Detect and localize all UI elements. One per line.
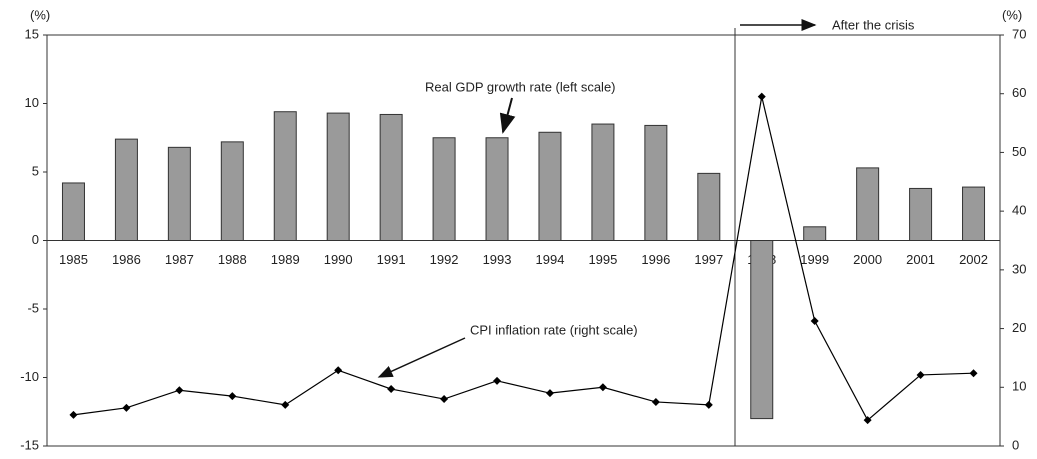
y2-tick-label: 20 — [1012, 320, 1026, 335]
y2-tick-label: 0 — [1012, 437, 1019, 452]
marker — [863, 416, 872, 425]
bar — [220, 141, 244, 241]
marker — [810, 316, 819, 325]
y2-tick-label: 50 — [1012, 144, 1026, 159]
bar — [167, 146, 191, 241]
bar — [697, 172, 721, 241]
x-tick-label: 2000 — [853, 252, 882, 267]
y-tick-label: 0 — [32, 232, 39, 247]
x-tick-label: 1988 — [218, 252, 247, 267]
y2-tick-label: 70 — [1012, 26, 1026, 41]
y-tick-label: 10 — [25, 95, 39, 110]
gdp-arrow — [499, 97, 516, 134]
bar — [909, 187, 933, 242]
y2-tick-label: 30 — [1012, 261, 1026, 276]
y-tick-label: -5 — [27, 300, 39, 315]
bar — [644, 124, 668, 241]
bar — [273, 111, 297, 241]
bar — [114, 138, 138, 241]
marker — [281, 400, 290, 409]
marker — [69, 410, 78, 419]
x-tick-label: 2001 — [906, 252, 935, 267]
marker — [651, 397, 660, 406]
gdp-annotation: Real GDP growth rate (left scale) — [425, 79, 616, 94]
cpi-arrow — [377, 337, 466, 378]
marker — [545, 389, 554, 398]
y2-unit: (%) — [1002, 7, 1022, 22]
marker — [440, 395, 449, 404]
x-tick-label: 1992 — [430, 252, 459, 267]
bar — [61, 182, 85, 242]
line — [73, 96, 974, 422]
x-tick-label: 1994 — [536, 252, 565, 267]
crisis-label: After the crisis — [832, 17, 915, 32]
marker — [334, 366, 343, 375]
marker — [704, 400, 713, 409]
y-tick-label: -10 — [20, 369, 39, 384]
bar — [856, 167, 880, 241]
marker — [757, 92, 766, 101]
bar — [803, 226, 827, 242]
x-tick-label: 2002 — [959, 252, 988, 267]
marker — [387, 385, 396, 394]
x-tick-label: 1999 — [800, 252, 829, 267]
marker — [598, 383, 607, 392]
x-tick-label: 1986 — [112, 252, 141, 267]
x-tick-label: 1995 — [588, 252, 617, 267]
marker — [493, 376, 502, 385]
x-tick-label: 1985 — [59, 252, 88, 267]
x-tick-label: 1997 — [694, 252, 723, 267]
bar — [750, 240, 774, 420]
y2-tick-label: 60 — [1012, 85, 1026, 100]
y-tick-label: 15 — [25, 26, 39, 41]
y2-tick-label: 10 — [1012, 379, 1026, 394]
x-tick-label: 1990 — [324, 252, 353, 267]
marker — [969, 369, 978, 378]
bar — [326, 112, 350, 241]
bar — [962, 186, 986, 242]
marker — [175, 386, 184, 395]
bar — [591, 123, 615, 241]
marker — [122, 403, 131, 412]
y-tick-label: 5 — [32, 163, 39, 178]
bar — [485, 137, 509, 241]
x-tick-label: 1996 — [641, 252, 670, 267]
bar — [538, 131, 562, 242]
x-tick-label: 1987 — [165, 252, 194, 267]
bar — [432, 137, 456, 241]
x-tick-label: 1993 — [483, 252, 512, 267]
marker — [228, 392, 237, 401]
y-tick-label: -15 — [20, 437, 39, 452]
marker — [916, 370, 925, 379]
x-tick-label: 1991 — [377, 252, 406, 267]
y-unit: (%) — [30, 7, 50, 22]
x-tick-label: 1989 — [271, 252, 300, 267]
bar — [379, 113, 403, 241]
y2-tick-label: 40 — [1012, 203, 1026, 218]
cpi-annotation: CPI inflation rate (right scale) — [470, 322, 638, 337]
